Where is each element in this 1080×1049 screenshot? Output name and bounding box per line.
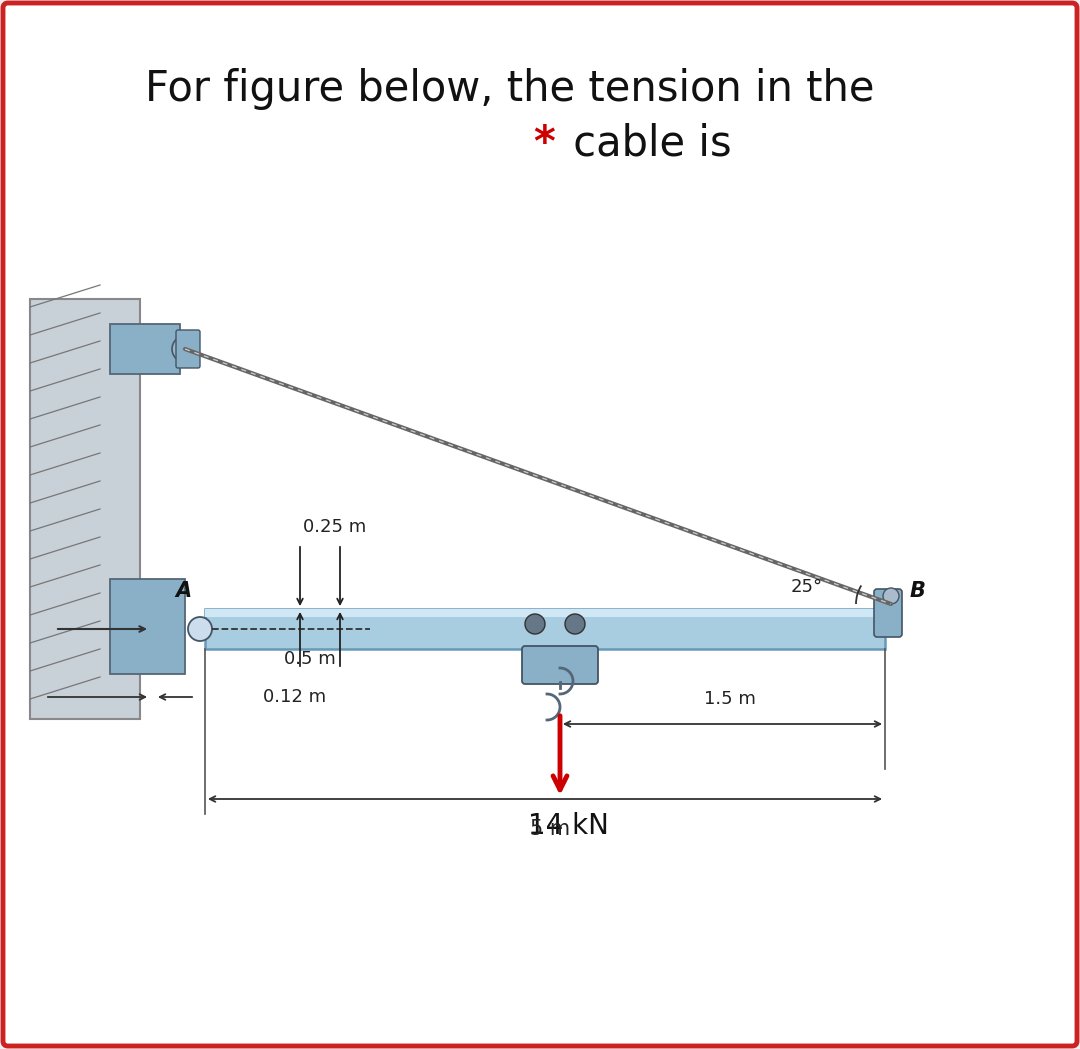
FancyBboxPatch shape <box>30 299 140 719</box>
FancyBboxPatch shape <box>874 588 902 637</box>
Text: 5 m: 5 m <box>530 819 570 839</box>
Circle shape <box>172 336 198 362</box>
FancyBboxPatch shape <box>110 324 180 374</box>
Text: A: A <box>175 581 191 601</box>
Circle shape <box>525 614 545 634</box>
Text: For figure below, the tension in the: For figure below, the tension in the <box>145 68 875 110</box>
FancyBboxPatch shape <box>110 579 185 675</box>
Text: 0.5 m: 0.5 m <box>284 650 336 668</box>
FancyBboxPatch shape <box>176 330 200 368</box>
Text: 25°: 25° <box>791 578 823 596</box>
Circle shape <box>883 588 899 604</box>
Text: cable is: cable is <box>561 123 731 165</box>
Text: B: B <box>909 581 924 601</box>
Text: *: * <box>534 123 555 165</box>
FancyBboxPatch shape <box>205 609 885 649</box>
Text: 0.12 m: 0.12 m <box>264 688 326 706</box>
Text: 14 kN: 14 kN <box>527 812 608 840</box>
FancyBboxPatch shape <box>522 646 598 684</box>
Text: 0.25 m: 0.25 m <box>303 518 366 536</box>
FancyBboxPatch shape <box>3 3 1077 1046</box>
Circle shape <box>188 617 212 641</box>
Circle shape <box>565 614 585 634</box>
Text: 1.5 m: 1.5 m <box>704 690 756 708</box>
FancyBboxPatch shape <box>205 609 885 617</box>
